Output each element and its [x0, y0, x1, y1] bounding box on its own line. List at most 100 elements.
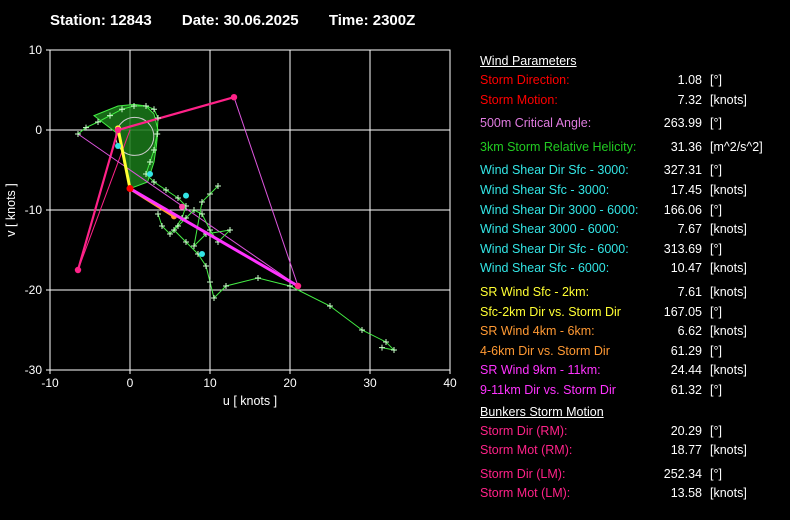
shear-point — [183, 192, 189, 199]
param-row: Wind Shear Dir Sfc - 3000: 327.31 [°] — [480, 161, 780, 181]
plot-area — [74, 94, 397, 353]
y-tick-label: -30 — [25, 363, 43, 377]
hodograph-point — [203, 263, 209, 269]
param-unit: [knots] — [710, 222, 747, 237]
param-row: Wind Shear Dir Sfc - 6000: 313.69 [°] — [480, 240, 780, 260]
param-unit: [°] — [710, 423, 722, 438]
bunkers-point — [74, 266, 82, 274]
hodograph-point — [227, 227, 233, 233]
param-unit: [°] — [710, 241, 722, 256]
param-unit: [°] — [710, 202, 722, 217]
param-unit: [°] — [710, 382, 722, 397]
param-value: 31.36 — [670, 139, 702, 154]
shear-point — [199, 251, 205, 257]
station-info: Station: 12843 — [50, 12, 152, 29]
param-value: 61.32 — [670, 382, 702, 397]
param-unit: [°] — [710, 304, 722, 319]
param-unit: [°] — [710, 163, 722, 178]
param-label: Sfc-2km Dir vs. Storm Dir — [480, 304, 621, 319]
y-tick-label: -10 — [25, 203, 43, 217]
wind-parameters-title: Wind Parameters — [480, 54, 577, 68]
hodograph-point — [95, 119, 101, 125]
param-value: 7.32 — [677, 92, 702, 107]
hull-line — [233, 97, 299, 287]
x-tick-label: 30 — [363, 376, 377, 390]
hodograph-point — [191, 243, 197, 249]
hodograph-point — [183, 239, 189, 245]
param-label: Storm Mot (LM): — [480, 486, 571, 501]
param-value: 313.69 — [663, 241, 702, 256]
bunkers-line — [77, 129, 131, 271]
param-label: 4-6km Dir vs. Storm Dir — [480, 343, 610, 358]
param-unit: [knots] — [710, 182, 747, 197]
hodograph-point — [143, 103, 149, 109]
param-value: 1.08 — [677, 73, 702, 87]
param-unit: [m^2/s^2] — [710, 139, 763, 154]
hodograph-point — [175, 195, 181, 201]
hodograph-point — [151, 106, 157, 113]
hodograph-point — [154, 131, 161, 137]
bunkers-title: Bunkers Storm Motion — [480, 404, 604, 419]
hodograph-point — [167, 231, 173, 237]
param-label: Storm Dir (LM): — [480, 466, 566, 481]
param-label: SR Wind 4km - 6km: — [480, 324, 595, 339]
param-label: SR Wind 9km - 11km: — [480, 363, 601, 378]
param-unit: [knots] — [710, 443, 747, 458]
hodograph-point — [383, 339, 389, 345]
param-unit: [°] — [710, 343, 722, 358]
param-value: 10.47 — [670, 261, 702, 276]
param-value: 327.31 — [663, 163, 702, 178]
y-tick-label: 0 — [35, 123, 42, 137]
param-unit: [knots] — [710, 92, 747, 107]
hodograph-point — [159, 223, 165, 229]
param-row: SR Wind 4km - 6km: 6.62 [knots] — [480, 322, 780, 342]
param-row: 500m Critical Angle: 263.99 [°] — [480, 114, 780, 134]
param-label: Wind Shear 3000 - 6000: — [480, 222, 619, 237]
time-info: Time: 2300Z — [328, 12, 416, 29]
hodograph-point — [327, 303, 333, 309]
param-unit: [knots] — [710, 284, 747, 299]
param-unit: [knots] — [710, 363, 747, 378]
hodograph-point — [83, 124, 89, 131]
param-row: Storm Mot (RM): 18.77 [knots] — [480, 441, 780, 461]
x-axis-label: u [ knots ] — [223, 394, 277, 408]
param-value: 263.99 — [663, 116, 702, 131]
param-value: 24.44 — [670, 363, 702, 378]
header: Station: 12843 Date: 30.06.2025 Time: 23… — [50, 12, 441, 29]
param-row: Wind Shear 3000 - 6000: 7.67 [knots] — [480, 220, 780, 240]
y-tick-label: -20 — [25, 283, 43, 297]
param-value: 20.29 — [670, 423, 702, 438]
param-value: 18.77 — [670, 443, 702, 458]
hodograph-point — [199, 199, 205, 205]
hodograph-point — [359, 327, 365, 333]
y-tick-label: 10 — [29, 43, 43, 57]
shear-point — [147, 171, 153, 177]
hodograph-point — [155, 115, 161, 121]
param-label: 3km Storm Relative Helicity: — [480, 139, 637, 154]
param-row: SR Wind 9km - 11km: 24.44 [knots] — [480, 361, 780, 381]
sr-wind-vector — [129, 187, 299, 288]
param-unit: [knots] — [710, 486, 747, 501]
param-row: SR Wind Sfc - 2km: 7.61 [knots] — [480, 283, 780, 303]
bunkers-rm-point — [179, 203, 185, 210]
param-value: 6.62 — [677, 324, 702, 339]
param-value: 7.67 — [677, 222, 702, 237]
hodograph-trace-upper — [157, 185, 232, 248]
param-label: Storm Mot (RM): — [480, 443, 573, 458]
param-row: Storm Direction: 1.08 [°] — [480, 71, 780, 91]
hodograph-point — [107, 112, 113, 119]
param-value: 7.61 — [677, 284, 702, 299]
param-value: 13.58 — [670, 486, 702, 501]
x-tick-label: 0 — [127, 376, 134, 390]
param-label: Wind Shear Dir Sfc - 6000: — [480, 241, 629, 256]
hodograph-point — [151, 147, 157, 153]
x-tick-label: 40 — [443, 376, 457, 390]
param-label: Storm Direction: — [480, 73, 570, 87]
hodograph-point — [199, 211, 205, 217]
hodograph-point — [211, 295, 217, 301]
shear-point — [115, 143, 121, 149]
param-value: 17.45 — [670, 182, 702, 197]
param-unit: [knots] — [710, 261, 747, 276]
hodograph-point — [147, 159, 153, 165]
param-value: 252.34 — [663, 466, 702, 481]
